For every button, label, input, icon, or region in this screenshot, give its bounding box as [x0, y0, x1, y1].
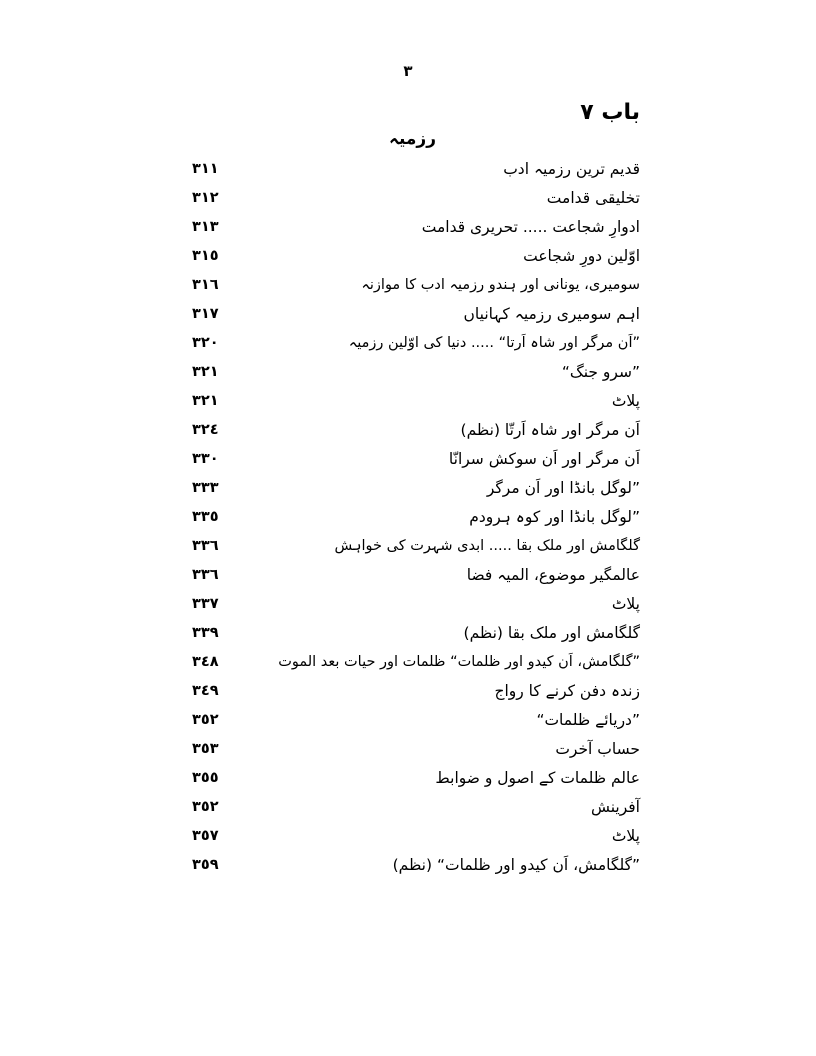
toc-entry-title: ”لوگل بانڈا اور کوہ ہرودم [469, 508, 640, 526]
toc-entry-title: حساب آخرت [555, 740, 640, 758]
toc-entry[interactable]: حساب آخرت ٣٥٣ [0, 735, 816, 764]
toc-entry[interactable]: ادوارِ شجاعت ..... تحریری قدامت ٣١٣ [0, 213, 816, 242]
toc-entry-title: عالم ظلمات کے اصول و ضوابط [435, 769, 640, 787]
toc-entry-title: ”گلگامش، اَن کیدو اور ظلمات“ (نظم) [392, 856, 640, 874]
toc-entry-title: زندہ دفن کرنے کا رواج [494, 682, 640, 700]
toc-entry-title: عالمگیر موضوع، المیہ فضا [466, 566, 640, 584]
toc-entry-title: ”لوگل بانڈا اور اَن مرگر [486, 479, 640, 497]
toc-entry[interactable]: پلاٹ ٣٥٧ [0, 822, 816, 851]
toc-entry-page-number: ٣٢١ [192, 364, 219, 380]
toc-entry-page-number: ٣١١ [192, 161, 219, 177]
toc-entry-page-number: ٣١٣ [192, 219, 219, 235]
toc-entry-title: اَن مرگر اور شاہ اَرتّا (نظم) [460, 421, 640, 439]
toc-entry-page-number: ٣٣٦ [192, 538, 219, 554]
toc-entry-page-number: ٣١٧ [192, 306, 219, 322]
toc-entry-page-number: ٣٢٤ [192, 422, 219, 438]
toc-entry-title: ”گلگامش، اَن کیدو اور ظلمات“ ظلمات اور ح… [278, 654, 640, 670]
toc-entry[interactable]: ”دریائے ظلمات“ ٣٥٢ [0, 706, 816, 735]
toc-entry[interactable]: ”لوگل بانڈا اور کوہ ہرودم ٣٣٥ [0, 503, 816, 532]
toc-entry-page-number: ٣١٢ [192, 190, 219, 206]
toc-entry[interactable]: قدیم ترین رزمیہ ادب ٣١١ [0, 155, 816, 184]
toc-entry-title: گلگامش اور ملک بقا (نظم) [463, 624, 640, 642]
toc-entry-title: پلاٹ [611, 827, 640, 845]
toc-entry-page-number: ٣٣٦ [192, 567, 219, 583]
toc-entry-title: تخلیقی قدامت [546, 189, 640, 207]
toc-entry-page-number: ٣٤٩ [192, 683, 219, 699]
toc-entry[interactable]: عالم ظلمات کے اصول و ضوابط ٣٥٥ [0, 764, 816, 793]
toc-entry-page-number: ٣٣٩ [192, 625, 219, 641]
toc-entry-title: ”دریائے ظلمات“ [536, 711, 640, 729]
toc-entry-title: گلگامش اور ملک بقا ..... ابدی شہرت کی خو… [334, 538, 640, 554]
toc-entry[interactable]: گلگامش اور ملک بقا ..... ابدی شہرت کی خو… [0, 532, 816, 561]
toc-entry[interactable]: اوّلین دورِ شجاعت ٣١٥ [0, 242, 816, 271]
toc-entry-page-number: ٣٥٢ [192, 712, 219, 728]
toc-entry[interactable]: ”سرو جنگ“ ٣٢١ [0, 358, 816, 387]
toc-entry[interactable]: تخلیقی قدامت ٣١٢ [0, 184, 816, 213]
toc-entry-page-number: ٣٣٣ [192, 480, 219, 496]
toc-entry-title: آفرینش [590, 798, 640, 816]
toc-entry[interactable]: ”اَن مرگر اور شاہ اَرتا“ ..... دنیا کی ا… [0, 329, 816, 358]
toc-entry[interactable]: عالمگیر موضوع، المیہ فضا ٣٣٦ [0, 561, 816, 590]
toc-entry-page-number: ٣٥٢ [192, 799, 219, 815]
toc-entry[interactable]: سومیری، یونانی اور ہندو رزمیہ ادب کا موا… [0, 271, 816, 300]
toc-entry-title: اَن مرگر اور اَن سوکش سرانّا [448, 450, 640, 468]
section-subtitle: رزمیہ [389, 129, 436, 149]
toc-entry[interactable]: ”گلگامش، اَن کیدو اور ظلمات“ (نظم) ٣٥٩ [0, 851, 816, 880]
toc-entry-page-number: ٣٥٣ [192, 741, 219, 757]
toc-entry[interactable]: پلاٹ ٣٢١ [0, 387, 816, 416]
toc-entry-title: سومیری، یونانی اور ہندو رزمیہ ادب کا موا… [361, 277, 640, 293]
toc-entry-page-number: ٣٥٥ [192, 770, 219, 786]
toc-entry[interactable]: زندہ دفن کرنے کا رواج ٣٤٩ [0, 677, 816, 706]
toc-entry-title: ”اَن مرگر اور شاہ اَرتا“ ..... دنیا کی ا… [348, 335, 640, 351]
toc-entry-page-number: ٣٢١ [192, 393, 219, 409]
toc-entry-page-number: ٣١٦ [192, 277, 219, 293]
toc-entry-page-number: ٣٣٥ [192, 509, 219, 525]
table-of-contents: قدیم ترین رزمیہ ادب ٣١١ تخلیقی قدامت ٣١٢ ادو… [0, 155, 816, 880]
toc-entry-title: اوّلین دورِ شجاعت [523, 247, 640, 265]
toc-entry-page-number: ٣٣٧ [192, 596, 219, 612]
chapter-heading: باب ۷ [580, 100, 640, 125]
toc-entry[interactable]: ”گلگامش، اَن کیدو اور ظلمات“ ظلمات اور ح… [0, 648, 816, 677]
toc-entry-title: قدیم ترین رزمیہ ادب [503, 160, 640, 178]
toc-entry-page-number: ٣٥٩ [192, 857, 219, 873]
toc-entry-page-number: ٣٥٧ [192, 828, 219, 844]
toc-entry[interactable]: اہم سومیری رزمیہ کہانیاں ٣١٧ [0, 300, 816, 329]
folio-page-number: ٣ [403, 62, 413, 80]
toc-entry-page-number: ٣٤٨ [192, 654, 219, 670]
toc-entry-page-number: ٣٣٠ [192, 451, 219, 467]
toc-entry[interactable]: ”لوگل بانڈا اور اَن مرگر ٣٣٣ [0, 474, 816, 503]
toc-entry-title: اہم سومیری رزمیہ کہانیاں [463, 305, 640, 323]
toc-entry[interactable]: پلاٹ ٣٣٧ [0, 590, 816, 619]
toc-entry[interactable]: گلگامش اور ملک بقا (نظم) ٣٣٩ [0, 619, 816, 648]
toc-entry[interactable]: اَن مرگر اور اَن سوکش سرانّا ٣٣٠ [0, 445, 816, 474]
toc-entry[interactable]: اَن مرگر اور شاہ اَرتّا (نظم) ٣٢٤ [0, 416, 816, 445]
toc-entry-title: ”سرو جنگ“ [561, 363, 640, 381]
toc-entry[interactable]: آفرینش ٣٥٢ [0, 793, 816, 822]
toc-entry-title: پلاٹ [611, 392, 640, 410]
toc-entry-title: ادوارِ شجاعت ..... تحریری قدامت [421, 218, 640, 236]
toc-entry-page-number: ٣٢٠ [192, 335, 219, 351]
toc-entry-title: پلاٹ [611, 595, 640, 613]
toc-entry-page-number: ٣١٥ [192, 248, 219, 264]
